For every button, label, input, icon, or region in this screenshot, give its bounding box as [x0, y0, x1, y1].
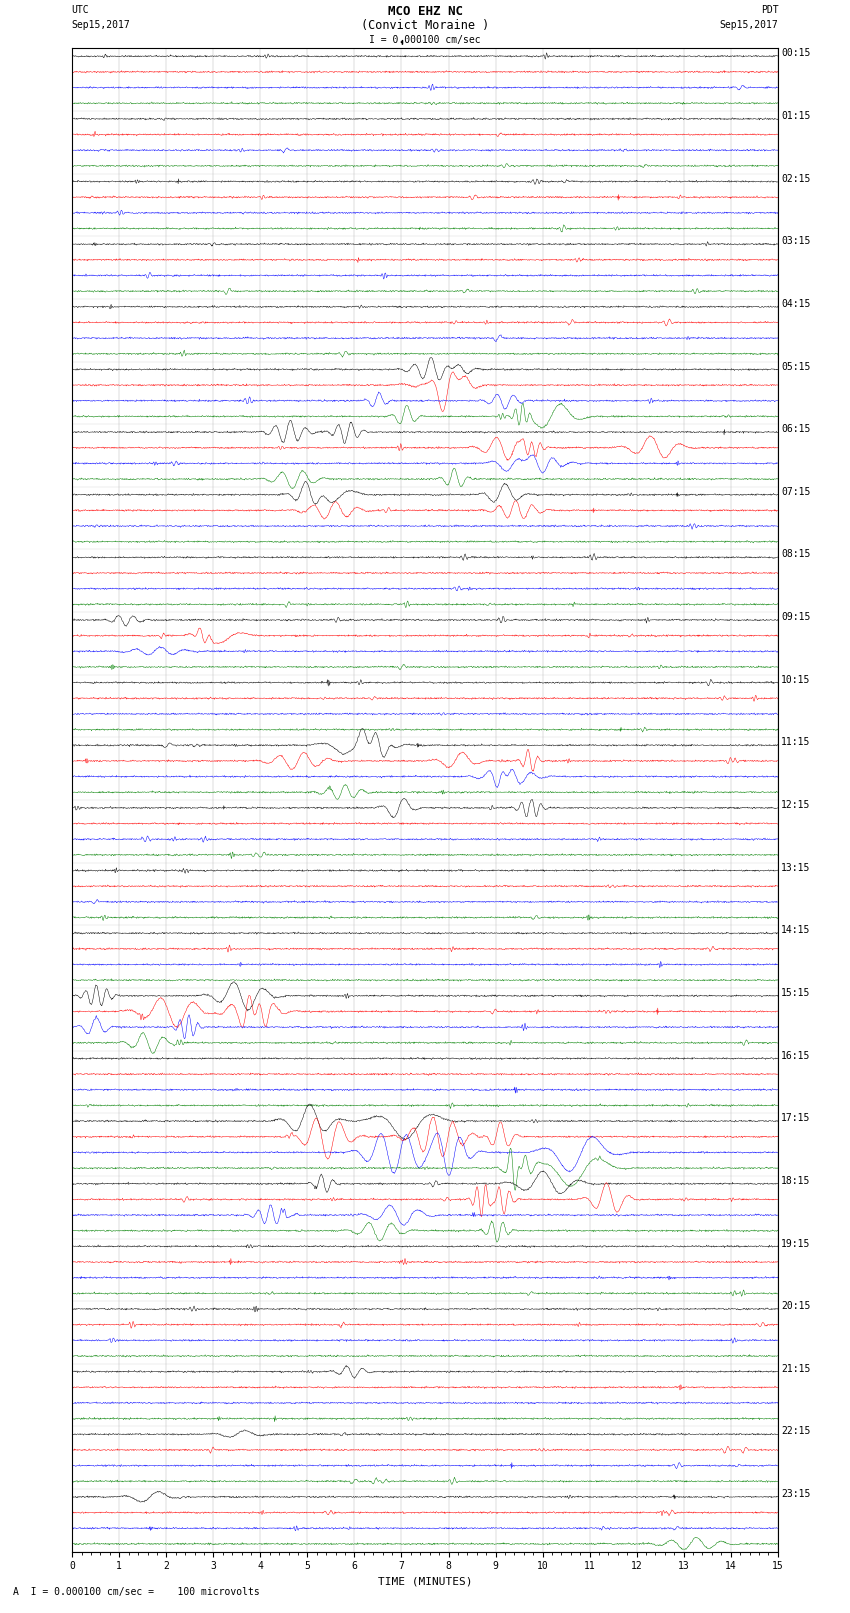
- Text: 12:15: 12:15: [781, 800, 811, 810]
- Text: 03:15: 03:15: [781, 237, 811, 247]
- Text: Sep15,2017: Sep15,2017: [720, 21, 779, 31]
- Text: 02:15: 02:15: [781, 174, 811, 184]
- Text: (Convict Moraine ): (Convict Moraine ): [361, 19, 489, 32]
- Text: PDT: PDT: [761, 5, 779, 15]
- Text: 01:15: 01:15: [781, 111, 811, 121]
- Text: A  I = 0.000100 cm/sec =    100 microvolts: A I = 0.000100 cm/sec = 100 microvolts: [13, 1587, 259, 1597]
- Text: 06:15: 06:15: [781, 424, 811, 434]
- Text: 05:15: 05:15: [781, 361, 811, 371]
- Text: MCO EHZ NC: MCO EHZ NC: [388, 5, 462, 18]
- Text: 10:15: 10:15: [781, 674, 811, 686]
- Text: 21:15: 21:15: [781, 1365, 811, 1374]
- Text: 00:15: 00:15: [781, 48, 811, 58]
- Text: Sep15,2017: Sep15,2017: [71, 21, 130, 31]
- Text: 18:15: 18:15: [781, 1176, 811, 1186]
- Text: 09:15: 09:15: [781, 613, 811, 623]
- Text: 13:15: 13:15: [781, 863, 811, 873]
- Text: UTC: UTC: [71, 5, 89, 15]
- Text: 11:15: 11:15: [781, 737, 811, 747]
- Text: 04:15: 04:15: [781, 298, 811, 310]
- Text: 08:15: 08:15: [781, 550, 811, 560]
- X-axis label: TIME (MINUTES): TIME (MINUTES): [377, 1578, 473, 1587]
- Text: 14:15: 14:15: [781, 926, 811, 936]
- Text: 17:15: 17:15: [781, 1113, 811, 1123]
- Text: 22:15: 22:15: [781, 1426, 811, 1437]
- Text: 19:15: 19:15: [781, 1239, 811, 1248]
- Text: 16:15: 16:15: [781, 1050, 811, 1061]
- Text: I = 0.000100 cm/sec: I = 0.000100 cm/sec: [369, 35, 481, 45]
- Text: 20:15: 20:15: [781, 1302, 811, 1311]
- Text: 23:15: 23:15: [781, 1489, 811, 1498]
- Text: 15:15: 15:15: [781, 987, 811, 998]
- Text: 07:15: 07:15: [781, 487, 811, 497]
